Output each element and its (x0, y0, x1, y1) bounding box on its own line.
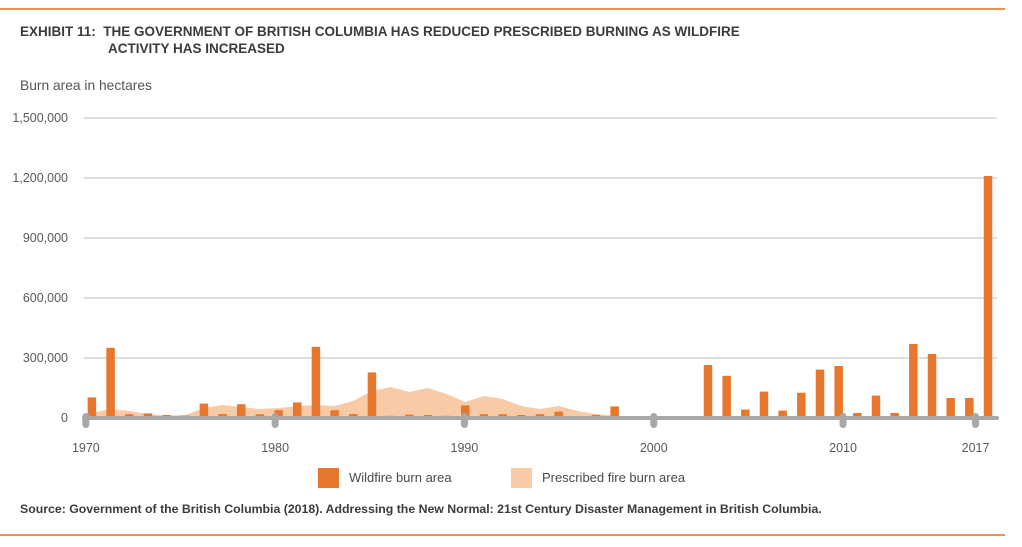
svg-text:0: 0 (61, 411, 68, 425)
svg-text:1990: 1990 (451, 441, 479, 455)
svg-text:2010: 2010 (829, 441, 857, 455)
svg-text:2017: 2017 (962, 441, 990, 455)
svg-text:2000: 2000 (640, 441, 668, 455)
svg-text:900,000: 900,000 (23, 231, 68, 245)
svg-text:300,000: 300,000 (23, 351, 68, 365)
svg-text:1980: 1980 (261, 441, 289, 455)
svg-text:1970: 1970 (72, 441, 100, 455)
svg-text:600,000: 600,000 (23, 291, 68, 305)
svg-text:1,500,000: 1,500,000 (12, 111, 68, 125)
svg-text:1,200,000: 1,200,000 (12, 171, 68, 185)
